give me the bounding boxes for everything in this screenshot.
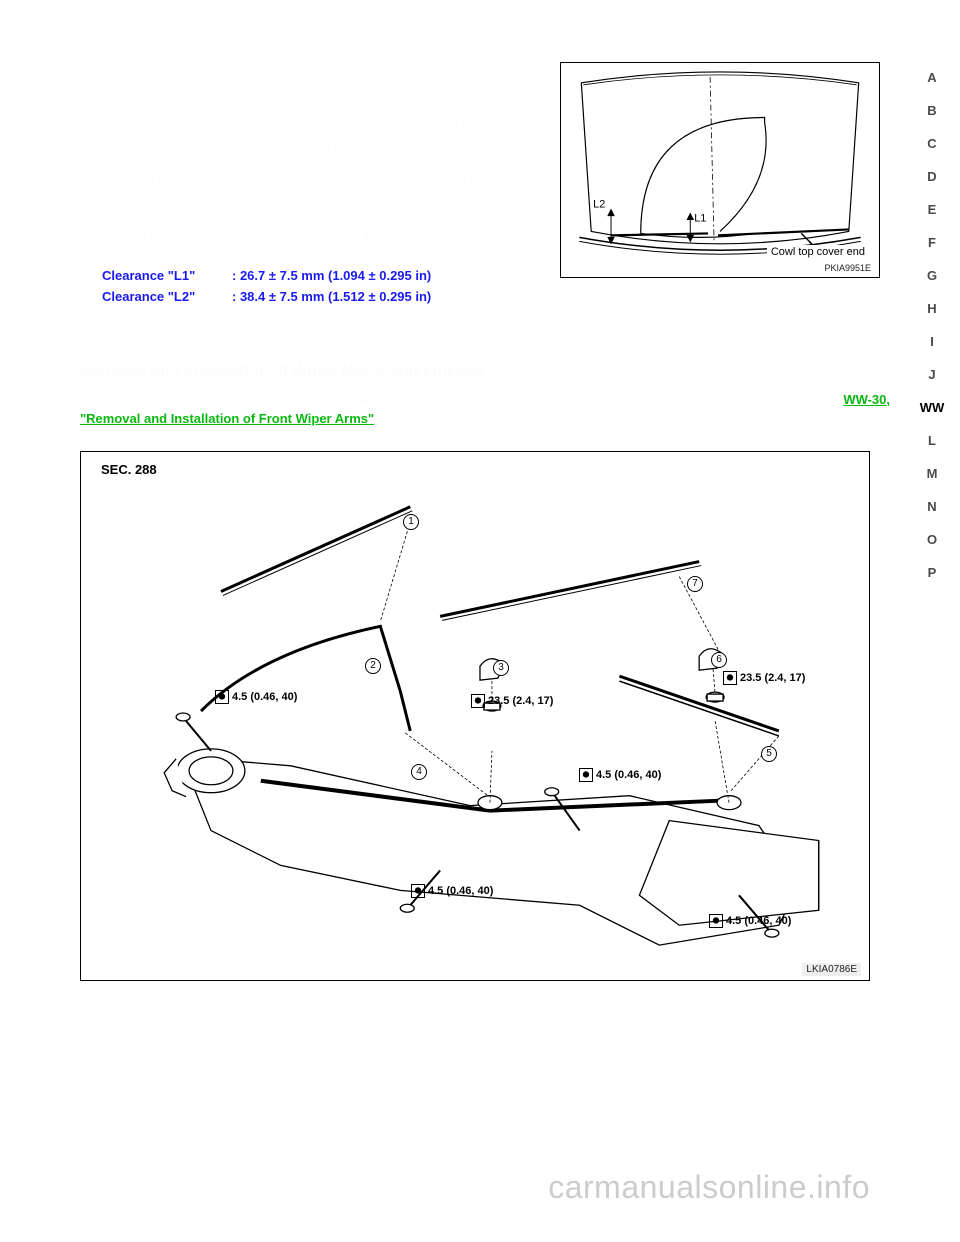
side-tab-i[interactable]: I	[930, 334, 934, 349]
dim-l2: L2	[593, 199, 605, 211]
side-tab-l[interactable]: L	[928, 433, 936, 448]
torque-icon-3: ⬤	[579, 768, 593, 782]
step-7: Eject washer fluid. Turn on wiper switch…	[80, 173, 520, 211]
para-pre: Be careful not to bend linkage or damage…	[80, 392, 596, 407]
torque-icon-2: ⬤	[723, 671, 737, 685]
figure-wiper-linkage-exploded: SEC. 288	[80, 451, 870, 981]
step-6: Lift the blade up and then set it down o…	[80, 118, 520, 156]
torque-value-4: 4.5 (0.46, 40)	[428, 885, 493, 897]
torque-label-5: ⬤4.5 (0.46, 40)	[709, 914, 791, 928]
side-tab-g[interactable]: G	[927, 268, 937, 283]
side-tab-ww[interactable]: WW	[920, 400, 945, 415]
torque-value-2: 23.5 (2.4, 17)	[740, 672, 805, 684]
spec-l2-label: Clearance "L2"	[102, 287, 232, 308]
side-tab-c[interactable]: C	[927, 136, 936, 151]
side-tab-m[interactable]: M	[927, 466, 938, 481]
torque-value-1: 23.5 (2.4, 17)	[488, 695, 553, 707]
callout-6: 6	[711, 652, 727, 668]
side-tab-j[interactable]: J	[928, 367, 935, 382]
torque-label-4: ⬤4.5 (0.46, 40)	[411, 884, 493, 898]
torque-label-3: ⬤4.5 (0.46, 40)	[579, 768, 661, 782]
spec-l1-value: : 26.7 ± 7.5 mm (1.094 ± 0.295 in)	[232, 266, 431, 287]
torque-label-2: ⬤23.5 (2.4, 17)	[723, 671, 805, 685]
side-tab-strip: A B C D E F G H I J WW L M N O P	[912, 70, 952, 580]
torque-value-5: 4.5 (0.46, 40)	[726, 915, 791, 927]
callout-7: 7	[687, 576, 703, 592]
link-ww30[interactable]: WW-30,	[843, 390, 890, 410]
side-tab-a[interactable]: A	[927, 70, 936, 85]
torque-value-0: 4.5 (0.46, 40)	[232, 691, 297, 703]
callout-1: 1	[403, 514, 419, 530]
torque-icon-4: ⬤	[411, 884, 425, 898]
callout-4: 4	[411, 764, 427, 780]
installation-steps: Prior to wiper arm installation, turn on…	[80, 62, 520, 248]
sec-number: SEC. 288	[101, 462, 157, 477]
section-heading: Removal and Installation of Wiper Motor …	[80, 362, 880, 380]
torque-icon-1: ⬤	[471, 694, 485, 708]
torque-icon-0: ⬤	[215, 690, 229, 704]
dim-l1: L1	[694, 213, 706, 225]
para-post: .	[378, 411, 382, 426]
callout-3: 3	[493, 660, 509, 676]
exploded-svg	[81, 452, 869, 980]
watermark: carmanualsonline.info	[548, 1169, 870, 1206]
side-tab-d[interactable]: D	[927, 169, 936, 184]
step-5: Prior to wiper arm installation, turn on…	[80, 62, 520, 100]
side-tab-o[interactable]: O	[927, 532, 937, 547]
page-content: L1 L2 Cowl top cover end PKIA9951E Prior…	[80, 62, 880, 981]
link-removal-install[interactable]: "Removal and Installation of Front Wiper…	[80, 411, 374, 426]
torque-label-0: ⬤4.5 (0.46, 40)	[215, 690, 297, 704]
callout-5: 5	[761, 746, 777, 762]
side-tab-b[interactable]: B	[927, 103, 936, 118]
spec-l2-value: : 38.4 ± 7.5 mm (1.512 ± 0.295 in)	[232, 287, 431, 308]
torque-label-1: ⬤23.5 (2.4, 17)	[471, 694, 553, 708]
figure-code-large: LKIA0786E	[802, 963, 861, 976]
side-tab-n[interactable]: N	[927, 499, 936, 514]
torque-value-3: 4.5 (0.46, 40)	[596, 769, 661, 781]
step-8: Ensure that wiper blades stop within cle…	[80, 229, 520, 248]
figure-code-small: PKIA9951E	[822, 263, 873, 273]
side-tab-e[interactable]: E	[928, 202, 937, 217]
section-paragraph: Be careful not to bend linkage or damage…	[80, 390, 880, 429]
figure-windshield-clearance: L1 L2 Cowl top cover end PKIA9951E	[560, 62, 880, 278]
spec-l1-label: Clearance "L1"	[102, 266, 232, 287]
cowl-label: Cowl top cover end	[767, 245, 869, 259]
side-tab-p[interactable]: P	[928, 565, 937, 580]
side-tab-h[interactable]: H	[927, 301, 936, 316]
callout-2: 2	[365, 658, 381, 674]
side-tab-f[interactable]: F	[928, 235, 936, 250]
torque-icon-5: ⬤	[709, 914, 723, 928]
